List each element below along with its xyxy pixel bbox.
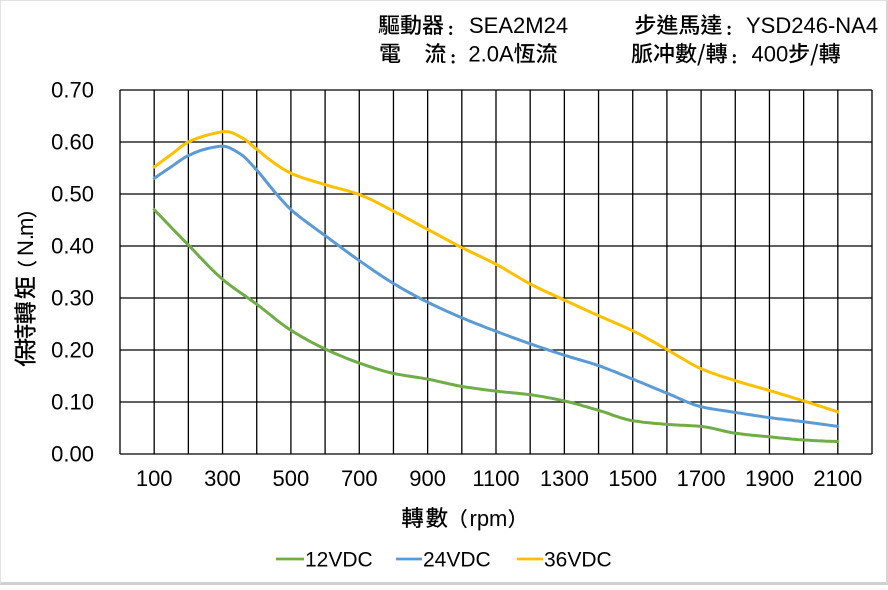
svg-text:2.0A: 2.0A <box>468 42 514 67</box>
svg-text:300: 300 <box>204 466 241 491</box>
svg-text:2100: 2100 <box>813 466 862 491</box>
svg-text:900: 900 <box>409 466 446 491</box>
svg-text:SEA2M24: SEA2M24 <box>469 13 568 38</box>
svg-text:400: 400 <box>752 42 789 67</box>
svg-text:m: m <box>13 218 38 236</box>
svg-text:12VDC: 12VDC <box>305 549 373 572</box>
svg-text:YSD246-NA4: YSD246-NA4 <box>746 13 878 38</box>
svg-text:0.50: 0.50 <box>51 182 94 207</box>
svg-text:1300: 1300 <box>540 466 589 491</box>
svg-text:0.20: 0.20 <box>51 338 94 363</box>
svg-text:1900: 1900 <box>745 466 794 491</box>
svg-text:1500: 1500 <box>608 466 657 491</box>
svg-text:0.70: 0.70 <box>51 78 94 103</box>
svg-text:rpm: rpm <box>470 506 508 531</box>
svg-text:24VDC: 24VDC <box>423 549 491 572</box>
svg-text:N.: N. <box>13 234 38 256</box>
svg-text:0.30: 0.30 <box>51 286 94 311</box>
svg-text:36VDC: 36VDC <box>544 549 612 572</box>
svg-text:0.10: 0.10 <box>51 390 94 415</box>
svg-text:100: 100 <box>136 466 173 491</box>
svg-text:0.00: 0.00 <box>51 442 94 467</box>
svg-text:700: 700 <box>341 466 378 491</box>
svg-text:1700: 1700 <box>677 466 726 491</box>
svg-text:0.60: 0.60 <box>51 130 94 155</box>
svg-text:500: 500 <box>273 466 310 491</box>
svg-text:1100: 1100 <box>472 466 519 491</box>
svg-text:0.40: 0.40 <box>51 234 94 259</box>
